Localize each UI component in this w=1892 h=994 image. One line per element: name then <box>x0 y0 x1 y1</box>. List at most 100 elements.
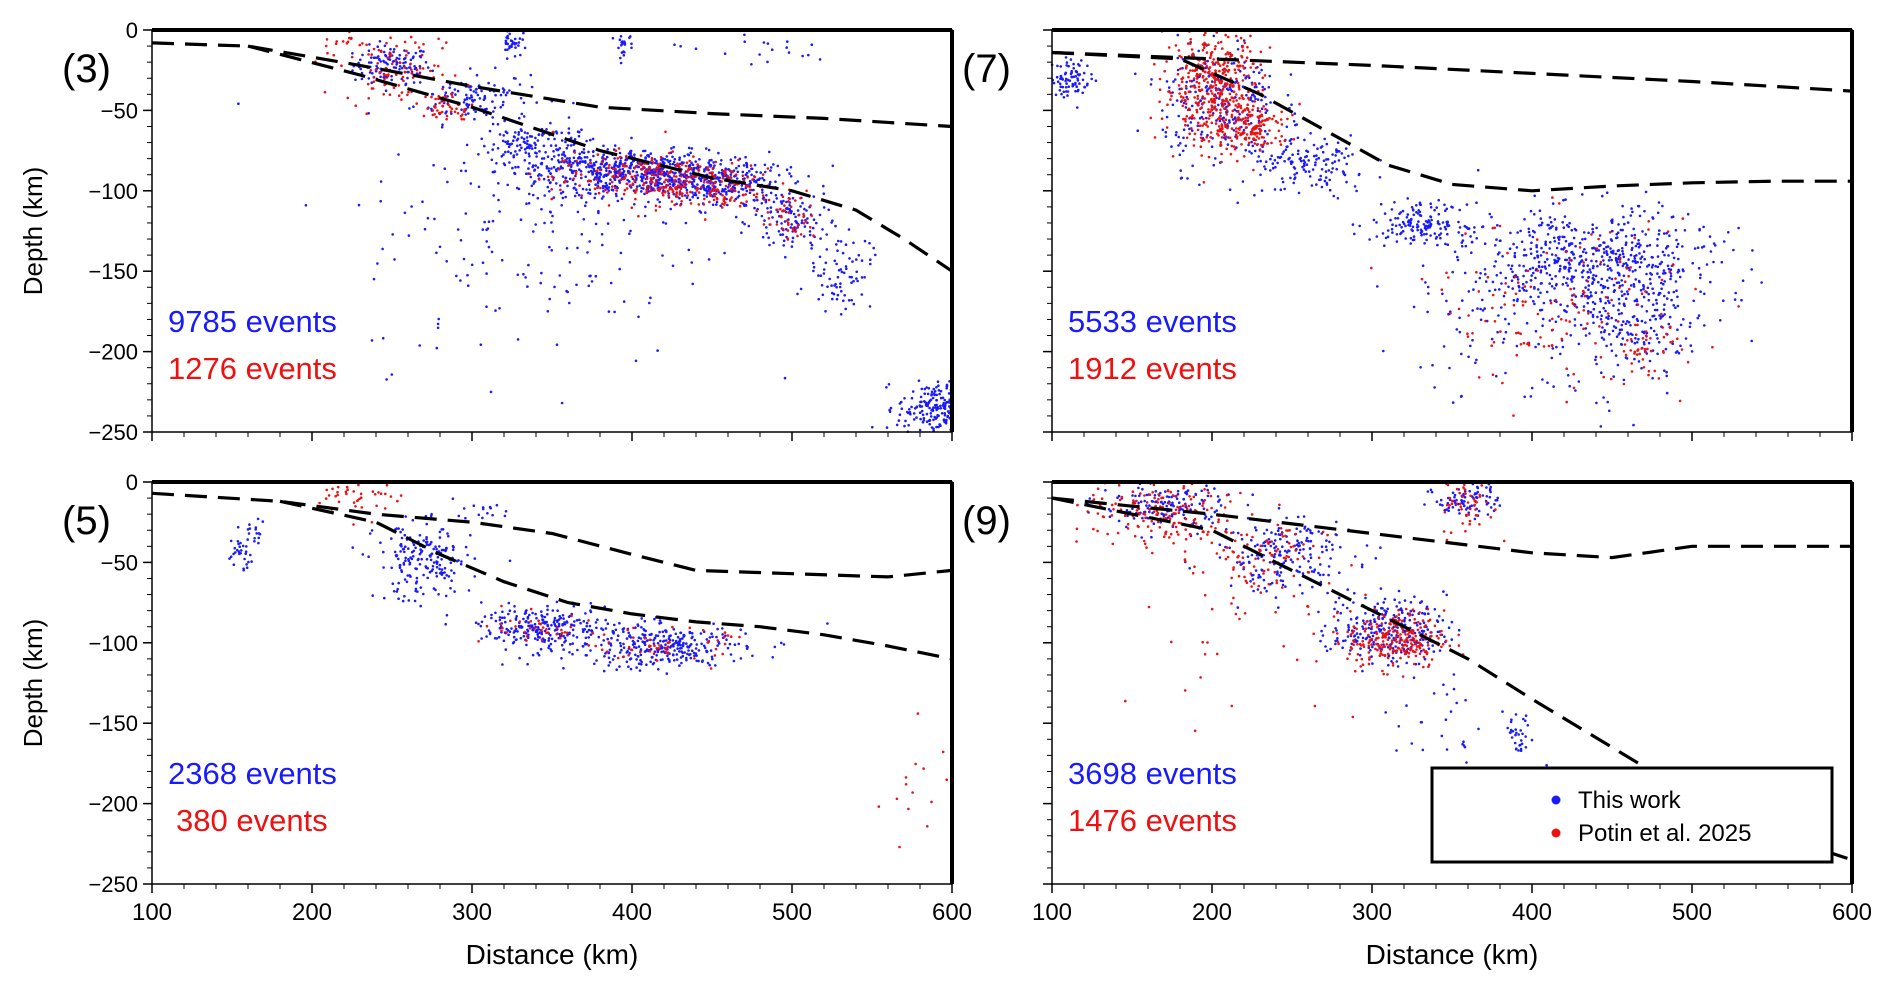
event-point <box>409 58 413 62</box>
event-point <box>1196 94 1200 98</box>
event-point <box>697 191 701 194</box>
event-point <box>1448 366 1451 370</box>
event-point <box>1193 132 1197 136</box>
event-point <box>783 204 786 207</box>
event-point <box>792 212 796 216</box>
event-point <box>1394 217 1397 220</box>
event-point <box>1200 130 1204 134</box>
event-point <box>1205 120 1209 124</box>
event-point <box>1631 210 1634 214</box>
event-point <box>1719 319 1722 322</box>
event-point <box>1426 226 1430 229</box>
event-point <box>734 215 738 219</box>
event-point <box>335 40 339 43</box>
event-point <box>1523 218 1526 221</box>
event-point <box>777 230 781 233</box>
event-point <box>796 234 799 238</box>
event-point <box>1184 102 1188 106</box>
event-point <box>546 175 550 179</box>
event-point <box>1254 138 1257 142</box>
event-point <box>1081 91 1084 95</box>
event-point <box>245 545 248 548</box>
event-point <box>825 248 829 251</box>
event-point <box>1509 231 1512 235</box>
event-point <box>1605 344 1608 348</box>
event-point <box>929 412 933 415</box>
event-point <box>696 163 699 166</box>
event-point <box>755 170 758 174</box>
event-point <box>650 173 654 176</box>
event-point <box>1550 285 1554 288</box>
event-point <box>379 199 383 203</box>
event-point <box>1251 108 1254 112</box>
event-point <box>453 110 457 114</box>
event-point <box>792 229 795 232</box>
event-point <box>1407 223 1410 227</box>
event-point <box>1235 77 1238 81</box>
event-point <box>1627 274 1630 278</box>
event-point <box>1234 104 1237 107</box>
event-point <box>1624 322 1628 326</box>
event-point <box>628 166 631 169</box>
event-point <box>1591 313 1595 317</box>
event-point <box>874 253 877 257</box>
event-point <box>738 204 742 208</box>
event-point <box>1513 254 1516 258</box>
event-point <box>926 392 930 396</box>
event-point <box>661 191 664 195</box>
event-point <box>568 157 571 160</box>
event-point <box>1587 309 1590 313</box>
event-point <box>1579 323 1583 327</box>
event-point <box>800 221 804 225</box>
event-point <box>1602 263 1606 266</box>
event-point <box>673 43 676 46</box>
event-point <box>1205 64 1209 68</box>
event-point <box>1661 250 1665 254</box>
event-point <box>614 186 617 190</box>
event-point <box>552 150 555 153</box>
event-point <box>385 41 388 45</box>
event-point <box>1273 188 1277 191</box>
event-point <box>441 73 444 77</box>
event-point <box>1580 271 1584 274</box>
event-point <box>1081 78 1085 82</box>
event-point <box>1391 231 1394 234</box>
event-point <box>1167 90 1170 93</box>
event-point <box>507 142 511 146</box>
event-point <box>440 568 444 571</box>
event-point <box>523 46 527 50</box>
event-point <box>238 545 241 548</box>
event-point <box>711 187 715 190</box>
event-point <box>1469 344 1472 348</box>
event-point <box>588 165 591 169</box>
event-point <box>430 540 433 544</box>
event-point <box>802 235 806 238</box>
event-point <box>1335 148 1338 151</box>
event-point <box>1675 238 1678 242</box>
event-point <box>618 181 622 184</box>
event-point <box>1201 48 1205 52</box>
event-point <box>435 346 439 350</box>
event-point <box>613 310 616 314</box>
event-point <box>689 175 692 179</box>
event-point <box>545 165 549 168</box>
event-point <box>1203 33 1206 37</box>
event-point <box>1196 128 1200 132</box>
event-point <box>928 406 931 410</box>
event-point <box>656 166 659 170</box>
event-point <box>1626 290 1629 293</box>
event-point <box>1222 103 1226 106</box>
event-point <box>1493 288 1497 292</box>
event-point <box>810 243 814 247</box>
event-point <box>1200 154 1203 157</box>
event-point <box>504 41 508 44</box>
event-point <box>549 211 552 214</box>
event-point <box>1660 287 1663 291</box>
event-point <box>622 192 626 196</box>
event-point <box>678 165 681 169</box>
event-point <box>1435 235 1438 239</box>
event-point <box>1391 223 1394 226</box>
event-point <box>851 260 854 263</box>
event-point <box>359 67 363 71</box>
event-point <box>1256 160 1259 163</box>
